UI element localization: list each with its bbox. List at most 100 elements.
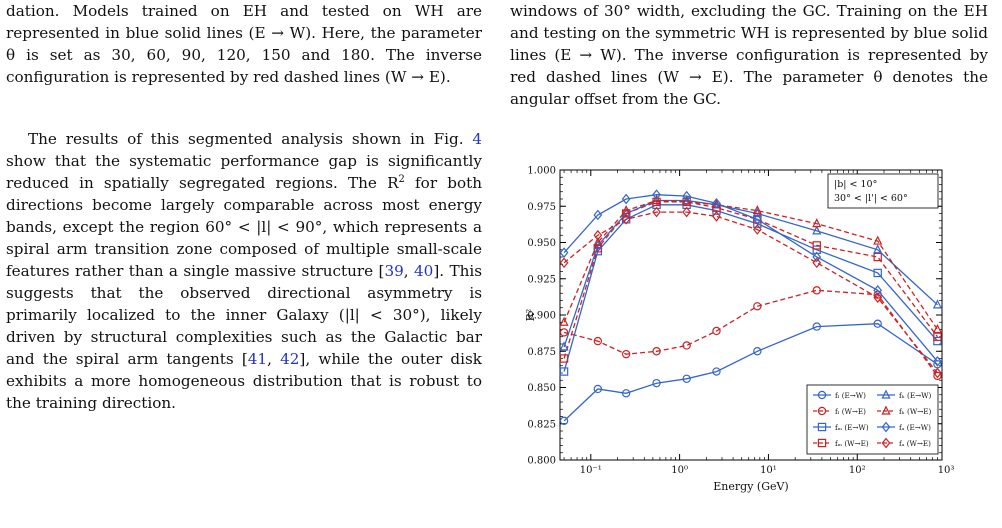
- data-point: [652, 347, 661, 356]
- series-line: [563, 199, 938, 348]
- data-point: [621, 207, 631, 218]
- data-point: [932, 323, 943, 334]
- series-line: [563, 211, 939, 374]
- data-point: [593, 384, 603, 394]
- data-point: [753, 302, 762, 311]
- text-run: for both directions become largely compa…: [6, 174, 482, 280]
- legend-label: fₗ (E→W): [835, 391, 866, 400]
- text-run: ], while the outer disk exhibits a more …: [6, 350, 483, 412]
- x-tick-label: 10⁻¹: [580, 465, 602, 476]
- data-point: [593, 336, 603, 346]
- data-point: [682, 341, 691, 350]
- data-point: [652, 189, 661, 200]
- y-tick-label: 1.000: [527, 166, 556, 177]
- legend-label: fₐ (W→E): [899, 439, 931, 448]
- data-point: [559, 316, 569, 326]
- data-point: [652, 378, 661, 388]
- data-point: [712, 326, 721, 336]
- citation-link[interactable]: 39: [384, 262, 404, 280]
- data-point: [682, 194, 692, 205]
- line-chart: 0.800 0.825 0.850 0.875 0.900 0.925 0.950 0.975…: [524, 166, 955, 494]
- data-point: [682, 374, 691, 383]
- data-point: [559, 328, 569, 337]
- x-axis-label: Energy (GeV): [713, 480, 788, 493]
- data-point: [621, 205, 631, 215]
- legend-marker: [817, 438, 827, 448]
- legend-marker: [881, 389, 891, 399]
- data-point: [682, 190, 692, 202]
- annotation-line: |b| < 10°: [834, 179, 877, 190]
- data-point: [621, 349, 631, 359]
- data-point: [812, 241, 821, 250]
- data-point: [933, 367, 942, 379]
- data-point: [812, 218, 822, 228]
- citation-link[interactable]: 40: [413, 262, 434, 280]
- figure-ref-link[interactable]: 4: [472, 130, 482, 148]
- data-point: [873, 244, 883, 254]
- left-paragraph-2: The results of this segmented analysis s…: [6, 128, 482, 414]
- y-tick-label: 0.850: [527, 383, 556, 394]
- data-point: [559, 367, 569, 376]
- x-tick-label: 10²: [849, 465, 866, 476]
- legend-marker: [881, 437, 891, 449]
- data-point: [812, 286, 821, 295]
- legend-marker: [881, 405, 891, 415]
- left-column: dation. Models trained on EH and tested …: [6, 0, 482, 414]
- data-point: [873, 235, 883, 245]
- data-point: [873, 268, 882, 278]
- data-point: [682, 196, 692, 206]
- y-tick-label: 0.900: [527, 311, 556, 322]
- legend-label: fₘ (E→W): [835, 423, 869, 432]
- y-axis-label: R²: [524, 309, 537, 322]
- y-tick-label: 0.825: [527, 419, 556, 430]
- legend-label: fₕ (W→E): [899, 407, 932, 416]
- data-point: [621, 213, 631, 225]
- x-tick-label: 10³: [938, 465, 955, 476]
- series-line: [563, 201, 939, 359]
- legend-label: fₐ (E→W): [899, 423, 931, 432]
- right-paragraph-1: windows of 30° width, excluding the GC. …: [510, 2, 988, 108]
- text-run: show that the systematic performance gap…: [6, 152, 482, 192]
- legend-marker: [817, 422, 827, 432]
- series-line: [563, 199, 939, 330]
- y-tick-label: 0.950: [527, 238, 556, 249]
- data-point: [712, 211, 721, 222]
- data-point: [873, 252, 882, 262]
- data-point: [593, 229, 603, 241]
- data-point: [712, 367, 721, 376]
- data-point: [933, 356, 942, 367]
- data-point: [621, 193, 631, 205]
- separator: ,: [403, 262, 414, 280]
- data-point: [932, 299, 943, 309]
- data-point: [873, 285, 883, 296]
- data-point: [559, 416, 569, 426]
- figure-r2-vs-energy: 0.800 0.825 0.850 0.875 0.900 0.925 0.950 0.975…: [520, 160, 960, 504]
- series-line: [563, 194, 938, 362]
- legend-marker: [817, 406, 827, 416]
- legend-label: fₗ (W→E): [835, 407, 866, 416]
- data-point: [593, 239, 603, 250]
- data-point: [752, 213, 762, 225]
- annotation-line: 30° < |l'| < 60°: [834, 193, 908, 204]
- text-run: The results of this segmented analysis s…: [28, 130, 473, 148]
- text-run: ]. This suggests that the observed direc…: [6, 262, 483, 368]
- data-point: [812, 251, 822, 263]
- y-tick-label: 0.975: [527, 202, 556, 213]
- data-point: [752, 224, 762, 235]
- annotation-box: [827, 173, 939, 209]
- data-point: [873, 319, 882, 328]
- data-point: [712, 198, 721, 209]
- citation-link[interactable]: 41: [247, 350, 268, 368]
- y-tick-label: 0.800: [527, 456, 556, 467]
- legend-label: fₕ (E→W): [899, 391, 932, 400]
- data-point: [753, 347, 762, 356]
- data-point: [933, 336, 942, 346]
- data-point: [812, 225, 822, 235]
- data-point: [812, 322, 821, 331]
- separator: ,: [267, 350, 281, 368]
- data-point: [652, 206, 661, 218]
- legend-marker: [881, 421, 891, 433]
- citation-link[interactable]: 42: [280, 350, 300, 368]
- data-point: [559, 247, 569, 258]
- series-line: [563, 289, 939, 377]
